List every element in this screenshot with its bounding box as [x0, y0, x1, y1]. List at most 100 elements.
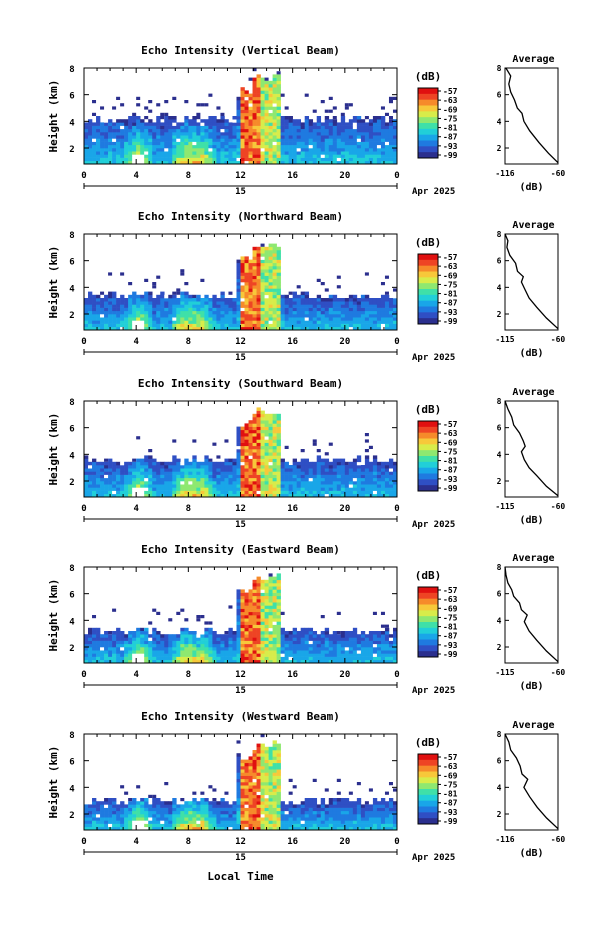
colorbar-tick-label: -99 [443, 484, 458, 493]
y-tick-label: 4 [69, 451, 75, 461]
x-tick-label: 12 [235, 837, 246, 847]
x-tick-label: 16 [287, 337, 298, 347]
y-axis-label: Height (km) [47, 579, 60, 652]
x-tick-label: 12 [235, 171, 246, 181]
colorbar-swatch [418, 450, 438, 456]
x-tick-label: 4 [133, 171, 139, 181]
average-y-tick-label: 4 [497, 450, 502, 459]
y-tick-label: 6 [69, 258, 74, 268]
average-title: Average [512, 720, 554, 731]
average-frame [505, 567, 558, 663]
colorbar-tick-label: -63 [443, 595, 458, 604]
day-label: 15 [235, 187, 246, 197]
average-frame [505, 68, 558, 164]
colorbar-swatch [418, 468, 438, 474]
colorbar-tick-label: -63 [443, 96, 458, 105]
colorbar-swatch [418, 254, 438, 260]
average-y-tick-label: 2 [497, 310, 502, 319]
panel-west: Echo Intensity (Westward Beam)2468Height… [47, 710, 565, 863]
average-x-tick-label: -116 [495, 169, 514, 178]
colorbar-swatch [418, 289, 438, 295]
colorbar-swatch [418, 645, 438, 651]
average-frame [505, 234, 558, 330]
colorbar-swatch [418, 474, 438, 480]
x-tick-label: 4 [133, 337, 139, 347]
y-tick-label: 2 [69, 811, 74, 821]
x-tick-label: 8 [186, 670, 191, 680]
y-tick-label: 2 [69, 644, 74, 654]
average-x-label: (dB) [519, 848, 543, 859]
colorbar-tick-label: -99 [443, 317, 458, 326]
average-title: Average [512, 387, 554, 398]
colorbar-swatch [418, 94, 438, 100]
panel-title: Echo Intensity (Vertical Beam) [141, 44, 340, 57]
colorbar-swatch [418, 456, 438, 462]
colorbar-swatch [418, 117, 438, 123]
panel-north: Echo Intensity (Northward Beam)2468Heigh… [47, 210, 565, 363]
panel-south: Echo Intensity (Southward Beam)2468Heigh… [47, 377, 565, 530]
average-y-tick-label: 2 [497, 810, 502, 819]
colorbar-tick-label: -81 [443, 290, 458, 299]
date-label: Apr 2025 [412, 353, 455, 363]
y-tick-label: 4 [69, 284, 75, 294]
colorbar-swatch [418, 628, 438, 634]
y-tick-label: 8 [69, 731, 74, 741]
heatmap-cells [84, 68, 397, 164]
colorbar-tick-label: -57 [443, 586, 458, 595]
colorbar-swatch [418, 260, 438, 266]
panel-east: Echo Intensity (Eastward Beam)2468Height… [47, 543, 565, 696]
colorbar-swatch [418, 266, 438, 272]
y-tick-label: 4 [69, 118, 75, 128]
colorbar-swatch [418, 462, 438, 468]
x-tick-label: 16 [287, 670, 298, 680]
colorbar-tick-label: -99 [443, 151, 458, 160]
heatmap-cells [84, 573, 397, 663]
colorbar-swatch [418, 760, 438, 766]
panel-vertical: Echo Intensity (Vertical Beam)2468Height… [47, 44, 565, 197]
y-tick-label: 6 [69, 758, 74, 768]
average-x-tick-label: -115 [495, 502, 514, 511]
colorbar-tick-label: -81 [443, 790, 458, 799]
colorbar-swatch [418, 129, 438, 135]
colorbar-tick-label: -63 [443, 262, 458, 271]
heatmap-cells [84, 734, 397, 830]
x-tick-label: 20 [339, 504, 350, 514]
y-tick-label: 2 [69, 478, 74, 488]
x-tick-label: 20 [339, 670, 350, 680]
colorbar-tick-label: -57 [443, 420, 458, 429]
day-label: 15 [235, 353, 246, 363]
colorbar-tick-label: -63 [443, 762, 458, 771]
average-profile-line [505, 567, 558, 662]
colorbar-tick-label: -75 [443, 280, 458, 289]
y-tick-label: 8 [69, 398, 74, 408]
colorbar-swatch [418, 439, 438, 445]
x-tick-label: 0 [81, 171, 86, 181]
date-label: Apr 2025 [412, 187, 455, 197]
average-x-tick-label: -60 [551, 169, 566, 178]
y-axis-label: Height (km) [47, 413, 60, 486]
average-y-tick-label: 2 [497, 144, 502, 153]
colorbar-swatch [418, 587, 438, 593]
average-y-tick-label: 4 [497, 616, 502, 625]
day-label: 15 [235, 853, 246, 863]
x-tick-label: 0 [394, 504, 399, 514]
colorbar-tick-label: -75 [443, 780, 458, 789]
y-axis-label: Height (km) [47, 746, 60, 819]
average-title: Average [512, 220, 554, 231]
average-x-tick-label: -116 [495, 835, 514, 844]
colorbar-swatch [418, 106, 438, 112]
average-profile-line [505, 734, 558, 829]
colorbar-swatch [418, 427, 438, 433]
panel-title: Echo Intensity (Northward Beam) [138, 210, 343, 223]
x-tick-label: 0 [394, 171, 399, 181]
colorbar-swatch [418, 622, 438, 628]
date-label: Apr 2025 [412, 686, 455, 696]
colorbar-tick-label: -75 [443, 114, 458, 123]
x-tick-label: 16 [287, 837, 298, 847]
average-x-tick-label: -115 [495, 668, 514, 677]
average-title: Average [512, 553, 554, 564]
colorbar-swatch [418, 610, 438, 616]
panel-title: Echo Intensity (Westward Beam) [141, 710, 340, 723]
x-tick-label: 12 [235, 337, 246, 347]
